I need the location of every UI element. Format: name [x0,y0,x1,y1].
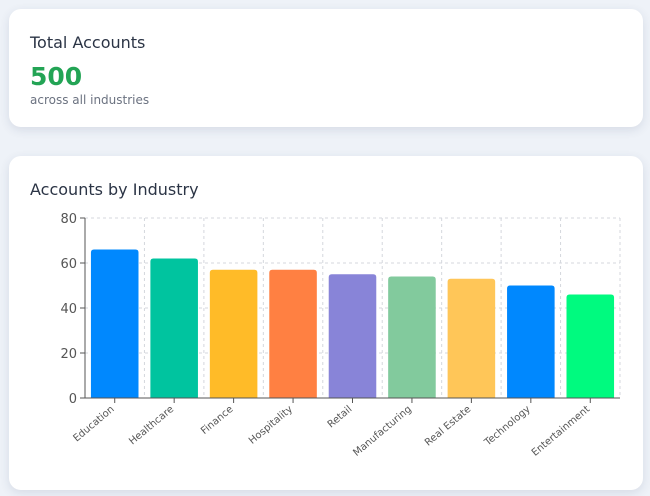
x-tick-label: Entertainment [530,404,592,459]
total-accounts-value: 500 [30,62,83,91]
bar-technology [507,285,555,398]
industry-chart-card: Accounts by Industry 0 20 40 60 80 Education H… [9,156,643,490]
bar-finance [209,269,258,398]
y-tick-label: 40 [60,302,77,317]
y-tick-label: 0 [69,392,77,407]
bar-manufacturing [388,276,436,398]
x-tick-label: Technology [482,404,533,449]
x-tick-label: Hospitality [247,404,295,447]
bar-hospitality [269,269,317,398]
bar-healthcare [150,258,198,398]
y-tick-label: 80 [60,212,77,227]
x-tick-label: Healthcare [127,404,176,447]
x-tick-label: Retail [326,404,355,431]
x-tick-label: Education [71,404,116,444]
bar-education [90,249,139,398]
total-accounts-subtitle: across all industries [30,93,150,107]
x-tick-label: Manufacturing [351,404,414,459]
chart-title: Accounts by Industry [30,180,199,199]
bar-chart: 0 20 40 60 80 Education Healthcare Finance Hospi… [60,212,621,459]
y-tick-label: 60 [60,257,77,272]
bar-entertainment [566,294,615,398]
y-tick-label: 20 [60,347,77,362]
bar-real-estate [447,278,496,398]
total-accounts-card: Total Accounts 500 across all industries [9,9,643,127]
bar-retail [328,274,377,398]
x-tick-label: Finance [199,404,235,437]
x-tick-label: Real Estate [423,404,473,449]
total-accounts-title: Total Accounts [30,33,146,52]
